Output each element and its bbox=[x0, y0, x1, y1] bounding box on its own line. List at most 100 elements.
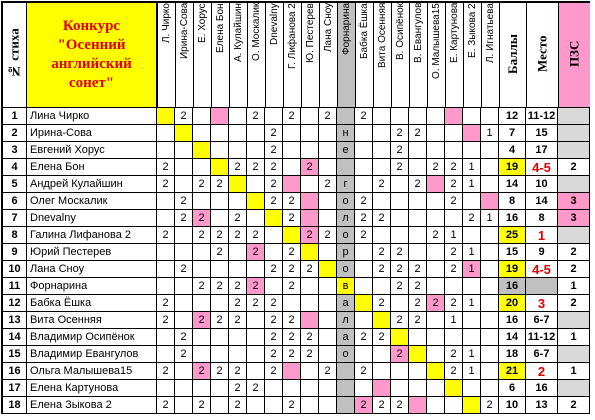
participant-name: Елена Картунова bbox=[27, 380, 157, 397]
score-cell bbox=[193, 244, 211, 261]
score-cell: 2 bbox=[229, 278, 247, 295]
score-cell bbox=[355, 295, 373, 312]
score-cell bbox=[247, 329, 265, 346]
place: 3 bbox=[526, 295, 558, 312]
score-cell: 2 bbox=[445, 295, 463, 312]
score-cell bbox=[319, 380, 337, 397]
score-cell bbox=[481, 278, 499, 295]
score-cell bbox=[463, 278, 481, 295]
place: 10 bbox=[526, 176, 558, 193]
score-cell: о bbox=[337, 227, 355, 244]
row-number: 14 bbox=[2, 329, 27, 346]
score-cell bbox=[247, 346, 265, 363]
score-cell: 2 bbox=[319, 176, 337, 193]
score-cell: е bbox=[337, 142, 355, 159]
score-cell bbox=[211, 159, 229, 176]
score-cell bbox=[247, 363, 265, 380]
score-cell: 2 bbox=[283, 261, 301, 278]
score-cell: 2 bbox=[229, 312, 247, 329]
score-cell bbox=[355, 176, 373, 193]
participant-name: Олег Москалик bbox=[27, 193, 157, 210]
score-cell bbox=[481, 312, 499, 329]
score-cell: н bbox=[337, 125, 355, 142]
total-score: 7 bbox=[499, 125, 526, 142]
score-cell: 2 bbox=[229, 380, 247, 397]
score-cell bbox=[355, 159, 373, 176]
score-cell bbox=[481, 159, 499, 176]
score-cell: 2 bbox=[193, 397, 211, 414]
participant-name: Владимир Евангулов bbox=[27, 346, 157, 363]
row-number: 4 bbox=[2, 159, 27, 176]
score-cell bbox=[247, 125, 265, 142]
score-cell: 2 bbox=[409, 278, 427, 295]
score-cell bbox=[211, 108, 229, 125]
score-cell bbox=[283, 176, 301, 193]
score-cell bbox=[211, 142, 229, 159]
score-cell bbox=[283, 295, 301, 312]
total-score: 15 bbox=[499, 244, 526, 261]
pzs: 2 bbox=[558, 244, 590, 261]
score-cell bbox=[373, 346, 391, 363]
score-cell bbox=[481, 142, 499, 159]
score-cell bbox=[463, 193, 481, 210]
score-cell bbox=[301, 125, 319, 142]
score-cell bbox=[319, 125, 337, 142]
score-cell: 2 bbox=[193, 227, 211, 244]
score-cell: 2 bbox=[373, 295, 391, 312]
score-cell bbox=[175, 227, 193, 244]
score-cell bbox=[481, 108, 499, 125]
score-cell bbox=[301, 380, 319, 397]
score-cell bbox=[481, 380, 499, 397]
score-cell: 2 bbox=[355, 108, 373, 125]
score-cell bbox=[337, 108, 355, 125]
score-cell bbox=[211, 380, 229, 397]
row-number: 17 bbox=[2, 380, 27, 397]
score-cell: 2 bbox=[283, 346, 301, 363]
score-cell: 2 bbox=[175, 108, 193, 125]
score-cell bbox=[175, 295, 193, 312]
score-cell bbox=[157, 125, 175, 142]
score-cell bbox=[373, 278, 391, 295]
row-number: 18 bbox=[2, 397, 27, 414]
score-cell bbox=[337, 380, 355, 397]
score-cell: 2 bbox=[157, 312, 175, 329]
score-cell: 2 bbox=[211, 176, 229, 193]
score-cell bbox=[301, 176, 319, 193]
score-cell bbox=[247, 176, 265, 193]
row-number: 2 bbox=[2, 125, 27, 142]
score-cell bbox=[463, 397, 481, 414]
score-cell: 2 bbox=[247, 380, 265, 397]
score-cell: 2 bbox=[355, 397, 373, 414]
pzs-header: ПЗС bbox=[558, 2, 590, 108]
score-cell bbox=[373, 142, 391, 159]
total-score: 10 bbox=[499, 397, 526, 414]
score-cell bbox=[355, 312, 373, 329]
column-header: Е. Зыкова 2 bbox=[463, 2, 481, 108]
column-header: Ирина-Сова bbox=[175, 2, 193, 108]
score-cell bbox=[193, 380, 211, 397]
score-cell: 2 bbox=[265, 312, 283, 329]
total-score: 18 bbox=[499, 346, 526, 363]
place: 16 bbox=[526, 380, 558, 397]
score-cell bbox=[247, 261, 265, 278]
place: 4-5 bbox=[526, 159, 558, 176]
score-cell: 2 bbox=[211, 363, 229, 380]
score-cell: 2 bbox=[283, 329, 301, 346]
column-header: Е. Хорус bbox=[193, 2, 211, 108]
score-cell: о bbox=[337, 261, 355, 278]
score-cell: 2 bbox=[283, 108, 301, 125]
score-cell bbox=[193, 159, 211, 176]
score-cell bbox=[427, 329, 445, 346]
score-cell: 2 bbox=[319, 363, 337, 380]
score-cell bbox=[355, 142, 373, 159]
row-number: 13 bbox=[2, 312, 27, 329]
participant-name: Галина Лифанова 2 bbox=[27, 227, 157, 244]
score-cell bbox=[355, 278, 373, 295]
score-cell: 2 bbox=[283, 210, 301, 227]
score-cell: 2 bbox=[211, 312, 229, 329]
score-cell: 2 bbox=[211, 278, 229, 295]
score-cell bbox=[229, 108, 247, 125]
score-cell bbox=[265, 397, 283, 414]
participant-name: Елена Зыкова 2 bbox=[27, 397, 157, 414]
pzs bbox=[558, 346, 590, 363]
